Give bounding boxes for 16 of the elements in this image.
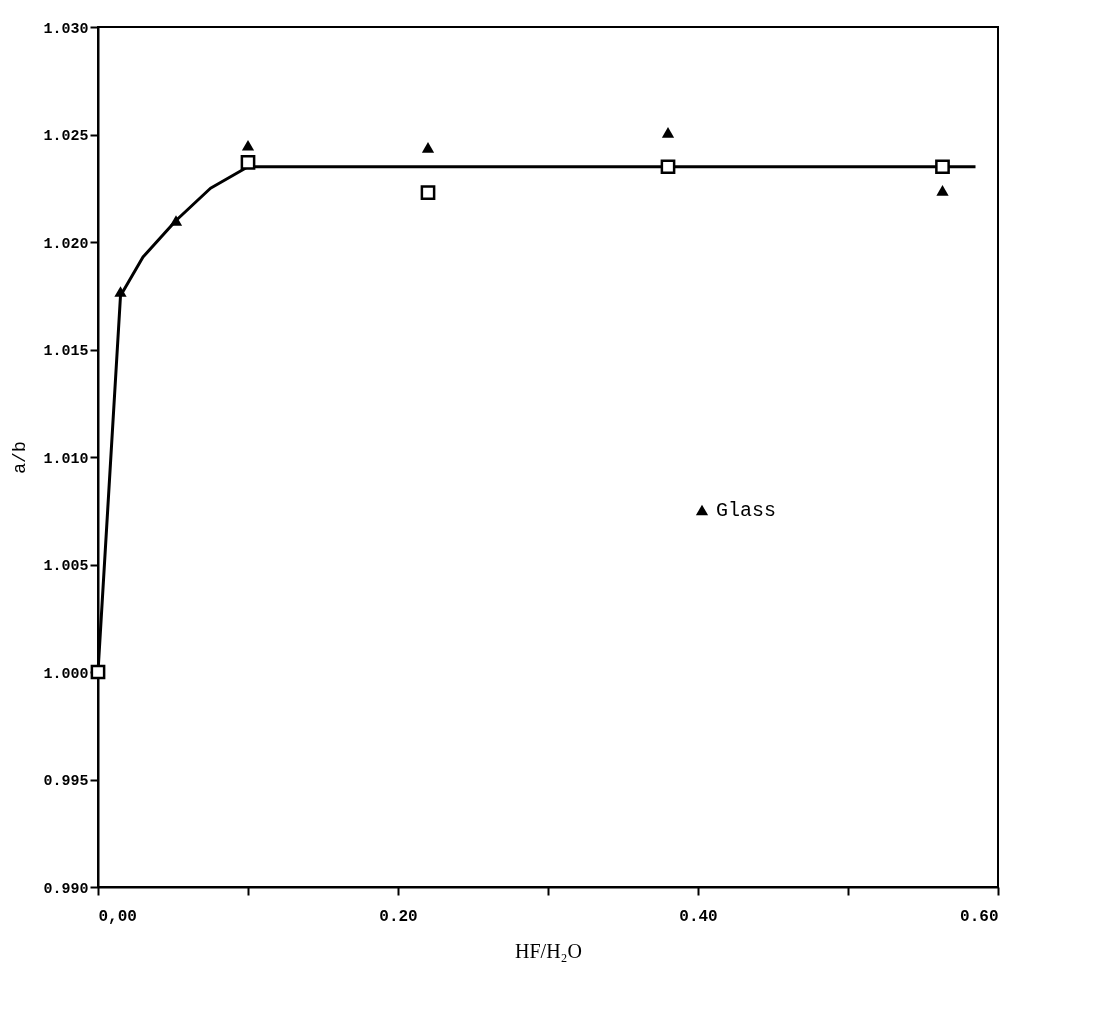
y-tick-label: 1.010 xyxy=(43,450,89,468)
x-axis-title: HF/H₂O xyxy=(515,939,582,962)
y-tick-label: 1.025 xyxy=(43,128,89,145)
legend-label: Glass xyxy=(716,499,777,522)
x-tick-label: 0,00 xyxy=(98,907,137,926)
y-tick-label: 0.995 xyxy=(43,773,89,790)
x-tick-label: 0.40 xyxy=(679,907,718,926)
x-tick-label: 0.20 xyxy=(379,907,418,926)
x-tick-label: 0.60 xyxy=(960,907,999,926)
y-tick-label: 1.030 xyxy=(43,20,89,38)
y-tick-label: 0.990 xyxy=(43,880,89,898)
y-tick-label: 1.020 xyxy=(43,235,89,253)
y-axis-title: a/b xyxy=(10,441,31,474)
y-tick-label: 1.000 xyxy=(43,665,89,683)
y-tick-label: 1.015 xyxy=(43,343,89,360)
y-tick-label: 1.005 xyxy=(43,558,89,575)
